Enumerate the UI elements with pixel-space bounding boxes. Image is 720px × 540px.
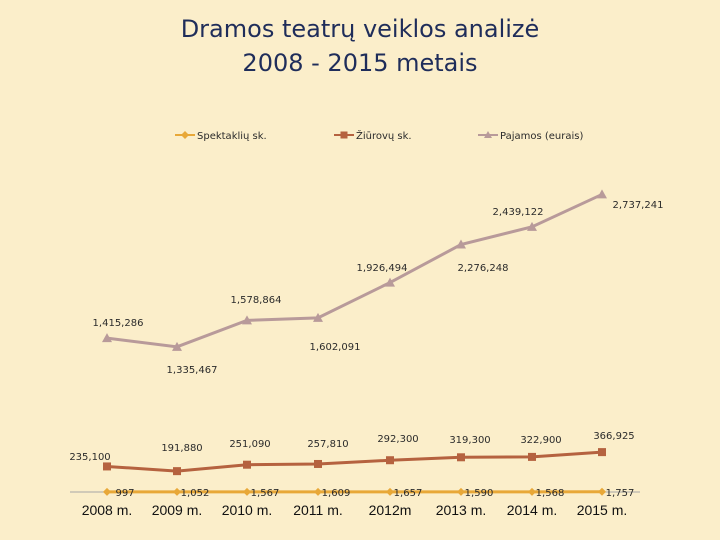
data-label: 1,578,864 (231, 295, 282, 306)
series-2-point (103, 462, 111, 471)
legend-marker (181, 131, 189, 139)
data-label: 319,300 (449, 435, 490, 446)
data-label: 1,568 (536, 488, 565, 499)
category-label: 2009 m. (152, 502, 203, 518)
data-label: 2,737,241 (613, 200, 664, 211)
data-label: 257,810 (307, 439, 348, 450)
chart-title-line-1: Dramos teatrų veiklos analizė (180, 15, 540, 43)
series-3-point (313, 312, 323, 322)
legend-label: Spektaklių sk. (197, 131, 267, 142)
data-label: 251,090 (229, 439, 270, 450)
legend-label: Pajamos (eurais) (500, 131, 583, 142)
series-2-point (598, 448, 606, 457)
category-label: 2014 m. (507, 502, 558, 518)
legend-marker (484, 131, 492, 138)
series-line-2 (106, 450, 603, 473)
data-label: 1,567 (251, 488, 280, 499)
series-3-point (527, 221, 537, 231)
chart-title-line-2: 2008 - 2015 metais (242, 49, 478, 77)
data-label: 292,300 (377, 434, 418, 445)
series-1-point (528, 487, 536, 496)
data-label: 1,335,467 (167, 365, 218, 376)
series-3-point (102, 333, 112, 343)
series-2-point (173, 467, 181, 476)
series-1-point (243, 487, 251, 496)
legend-marker (340, 131, 348, 139)
data-label: 1,052 (181, 488, 210, 499)
series-1-point (314, 487, 322, 496)
series-3-point (456, 239, 466, 249)
data-label: 2,439,122 (493, 207, 544, 218)
category-label: 2010 m. (222, 502, 273, 518)
category-label: 2013 m. (436, 502, 487, 518)
category-label: 2008 m. (82, 502, 133, 518)
series-2-point (528, 452, 536, 461)
legend-label: Žiūrovų sk. (356, 129, 412, 142)
chart-title: Dramos teatrų veiklos analizė 2008 - 201… (0, 12, 720, 80)
data-label: 191,880 (161, 443, 202, 454)
data-label: 1,609 (322, 488, 351, 499)
series-3-point (242, 315, 252, 325)
data-label: 1,757 (606, 488, 635, 499)
data-label: 2,276,248 (458, 263, 509, 274)
data-label: 997 (115, 488, 134, 499)
data-label: 322,900 (520, 435, 561, 446)
data-label: 1,602,091 (310, 342, 361, 353)
series-1-point (386, 487, 394, 496)
series-3-point (597, 189, 607, 199)
series-1-point (103, 487, 111, 496)
series-2-point (314, 459, 322, 468)
data-label: 1,926,494 (357, 263, 408, 274)
data-label: 235,100 (69, 452, 110, 463)
series-1-point (173, 487, 181, 496)
series-2-point (457, 453, 465, 462)
series-2-point (243, 460, 251, 469)
data-label: 1,590 (465, 488, 494, 499)
series-2-point (386, 456, 394, 465)
series-1-point (457, 487, 465, 496)
series-3-point (385, 277, 395, 287)
series-3-point (172, 341, 182, 351)
data-label: 1,657 (394, 488, 423, 499)
category-label: 2012m (369, 502, 412, 518)
category-label: 2011 m. (293, 502, 343, 518)
series-1-point (598, 487, 606, 496)
series-line-3 (106, 193, 603, 349)
data-label: 1,415,286 (93, 318, 144, 329)
data-label: 366,925 (593, 431, 634, 442)
category-label: 2015 m. (577, 502, 628, 518)
